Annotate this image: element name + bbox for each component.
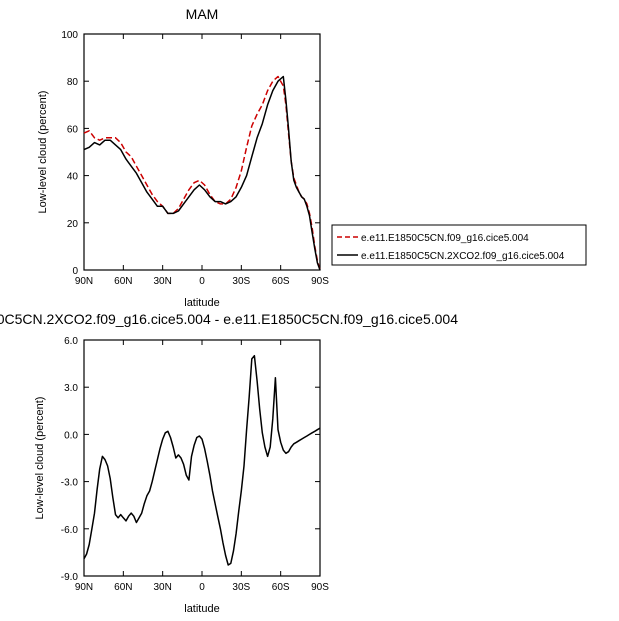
bottom-chart-x-axis-label: latitude <box>184 603 219 615</box>
top-chart-y-tick-label: 80 <box>67 77 79 88</box>
bottom-chart-y-tick-label: 0.0 <box>64 430 78 441</box>
bottom-chart-x-tick-label: 30S <box>232 582 250 593</box>
bottom-chart-y-tick-label: -6.0 <box>61 525 79 536</box>
bottom-chart-plot-frame <box>83 339 321 577</box>
bottom-chart-y-tick-label: -3.0 <box>61 478 79 489</box>
top-chart-y-tick-label: 0 <box>72 266 78 277</box>
bottom-chart-y-tick-label: 3.0 <box>64 383 78 394</box>
bottom-chart-series-line-0 <box>83 354 321 566</box>
top-chart-x-tick-label: 60N <box>114 276 132 287</box>
bottom-chart-x-tick-label: 90N <box>75 582 93 593</box>
top-chart-series <box>83 75 321 271</box>
top-chart-y-tick-label: 20 <box>67 219 79 230</box>
bottom-chart-series <box>83 354 321 566</box>
bottom-chart-x-tick-label: 30N <box>153 582 171 593</box>
legend-label-control: e.e11.E1850C5CN.f09_g16.cice5.004 <box>361 233 529 244</box>
top-chart-x-axis: 90N 60N 30N 0 30S 60S 90S <box>75 34 329 287</box>
top-chart-plot-frame <box>83 33 321 271</box>
top-chart-x-tick-label: 90S <box>311 276 329 287</box>
legend-label-2xco2: e.e11.E1850C5CN.2XCO2.f09_g16.cice5.004 <box>361 251 565 262</box>
bottom-chart-y-tick-label: 6.0 <box>64 336 78 347</box>
bottom-chart-y-axis: -9.0 -6.0 -3.0 0.0 3.0 6.0 <box>61 336 320 583</box>
top-chart-x-tick-label: 30S <box>232 276 250 287</box>
top-chart-series-line-0 <box>83 75 321 271</box>
legend: e.e11.E1850C5CN.f09_g16.cice5.004 e.e11.… <box>331 224 587 266</box>
top-chart-y-tick-label: 100 <box>61 30 78 41</box>
top-chart-y-axis: 0 20 40 60 80 100 <box>61 30 320 277</box>
bottom-chart-title: e.e11.E1850C5CN.2XCO2.f09_g16.cice5.004 … <box>0 311 458 327</box>
bottom-chart-x-tick-label: 60S <box>272 582 290 593</box>
top-chart-y-tick-label: 40 <box>67 172 79 183</box>
bottom-chart-x-axis: 90N 60N 30N 0 30S 60S 90S <box>75 340 329 593</box>
top-chart-series-line-1 <box>83 75 321 271</box>
bottom-chart-x-tick-label: 60N <box>114 582 132 593</box>
bottom-chart-x-tick-label: 0 <box>199 582 205 593</box>
top-chart-x-tick-label: 30N <box>153 276 171 287</box>
top-chart: MAM 0 20 40 60 80 100 90N 60N 30N 0 30S 60S 90S lat… <box>37 6 587 309</box>
top-chart-x-tick-label: 60S <box>272 276 290 287</box>
bottom-chart: e.e11.E1850C5CN.2XCO2.f09_g16.cice5.004 … <box>0 311 458 615</box>
top-chart-x-tick-label: 90N <box>75 276 93 287</box>
top-chart-x-axis-label: latitude <box>184 297 219 309</box>
top-chart-y-axis-label: Low-level cloud (percent) <box>37 91 49 214</box>
top-chart-title: MAM <box>186 6 219 22</box>
top-chart-y-tick-label: 60 <box>67 124 79 135</box>
bottom-chart-y-tick-label: -9.0 <box>61 572 79 583</box>
top-chart-x-tick-label: 0 <box>199 276 205 287</box>
legend-box <box>331 224 587 266</box>
bottom-chart-x-tick-label: 90S <box>311 582 329 593</box>
bottom-chart-y-axis-label: Low-level cloud (percent) <box>34 397 46 520</box>
